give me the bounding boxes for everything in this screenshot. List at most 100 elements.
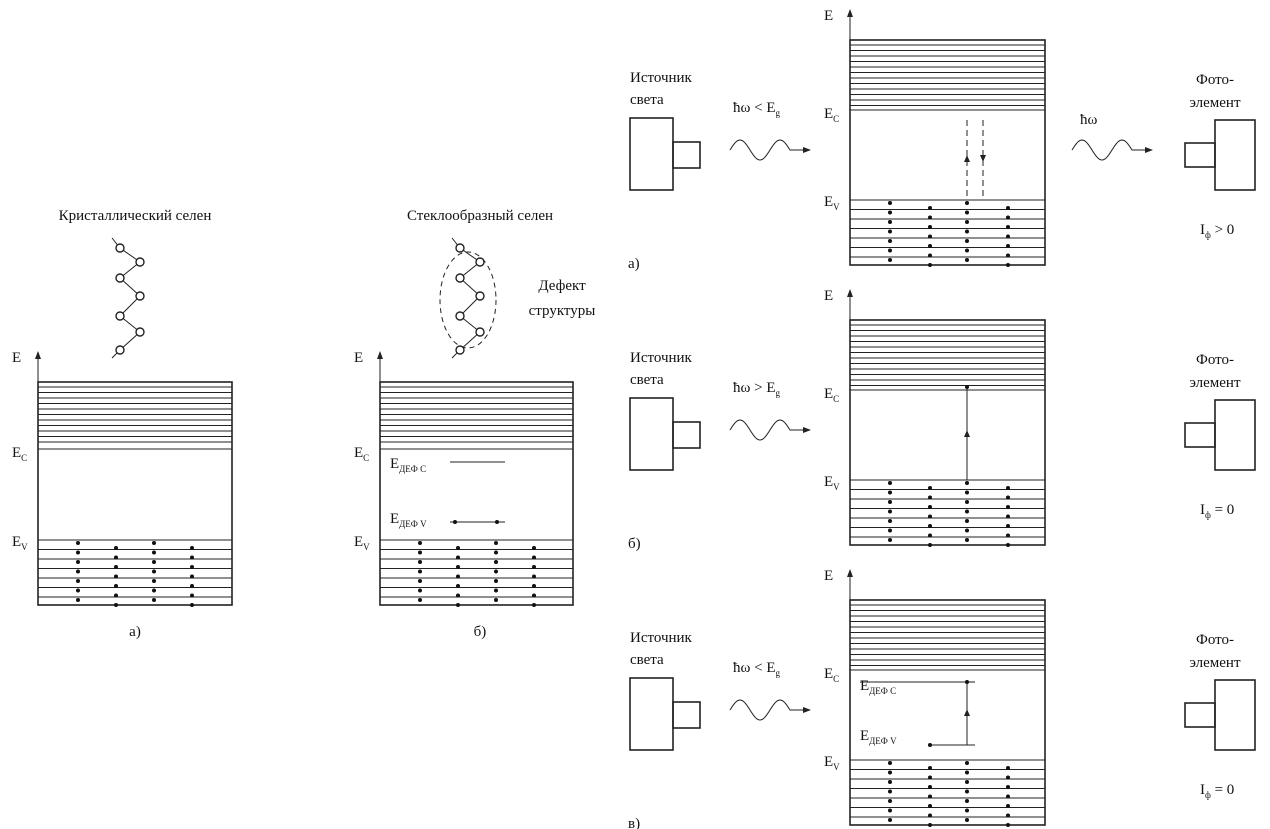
electron — [494, 560, 498, 564]
electron — [888, 809, 892, 813]
electron — [190, 584, 194, 588]
ec-label-main: E — [824, 386, 833, 402]
electron — [888, 481, 892, 485]
electron — [532, 575, 536, 579]
edefv-label-main: E — [860, 728, 869, 744]
panel-title: Стеклообразный селен — [407, 208, 553, 224]
ev-label-sub: V — [833, 482, 840, 492]
electron — [928, 244, 932, 248]
light-source-nozzle — [673, 422, 700, 448]
electron — [494, 541, 498, 545]
ec-label-sub: C — [833, 394, 839, 404]
photon-label-sub: g — [776, 388, 781, 398]
electron — [928, 785, 932, 789]
electron — [152, 560, 156, 564]
electron — [532, 556, 536, 560]
ev-label: EV — [824, 754, 840, 772]
ec-label-main: E — [824, 666, 833, 682]
electron — [456, 603, 460, 607]
electron — [494, 598, 498, 602]
electron — [888, 790, 892, 794]
band-box — [850, 320, 1045, 545]
electron — [456, 575, 460, 579]
electron — [928, 534, 932, 538]
electron — [888, 491, 892, 495]
transmitted-photon — [1072, 140, 1152, 160]
source-label: Источник — [630, 350, 693, 366]
electron — [532, 546, 536, 550]
electron — [965, 249, 969, 253]
ec-label-sub: C — [363, 453, 369, 463]
electron — [888, 500, 892, 504]
electron — [494, 579, 498, 583]
electron — [495, 520, 499, 524]
light-source-nozzle — [673, 702, 700, 728]
ec-label-main: E — [824, 106, 833, 122]
electron — [965, 529, 969, 533]
atom — [116, 274, 124, 282]
electron — [888, 249, 892, 253]
electron — [453, 520, 457, 524]
edefc-label: EДЕФ C — [390, 456, 426, 474]
electron — [928, 823, 932, 827]
electron — [888, 780, 892, 784]
photo-element-window — [1185, 143, 1215, 167]
band-box — [38, 382, 232, 605]
photon-label-sub: g — [776, 668, 781, 678]
electron — [1006, 263, 1010, 267]
electron — [965, 481, 969, 485]
electron — [965, 761, 969, 765]
electron — [1006, 543, 1010, 547]
electron — [532, 565, 536, 569]
electron — [114, 594, 118, 598]
electron — [76, 551, 80, 555]
electron — [888, 818, 892, 822]
electron — [965, 211, 969, 215]
ec-label: EC — [354, 445, 369, 463]
electron — [1006, 785, 1010, 789]
electron — [152, 551, 156, 555]
electron — [965, 510, 969, 514]
electron — [190, 603, 194, 607]
electron — [888, 799, 892, 803]
ev-label-main: E — [824, 474, 833, 490]
electron — [114, 603, 118, 607]
electron — [965, 780, 969, 784]
electron — [928, 486, 932, 490]
detector-label: Фото- — [1196, 632, 1234, 648]
arrow-head — [964, 430, 970, 437]
atom — [116, 244, 124, 252]
electron — [456, 556, 460, 560]
electron — [1006, 244, 1010, 248]
electron — [888, 211, 892, 215]
ev-label-main: E — [12, 534, 21, 550]
axis-label: E — [12, 350, 21, 366]
electron — [152, 541, 156, 545]
electron — [1006, 776, 1010, 780]
electron — [888, 239, 892, 243]
electron — [928, 206, 932, 210]
electron — [1006, 254, 1010, 258]
photo-element — [1215, 120, 1255, 190]
ec-label-main: E — [354, 445, 363, 461]
electron — [965, 491, 969, 495]
ev-label: EV — [824, 194, 840, 212]
electron — [888, 220, 892, 224]
ev-label-main: E — [354, 534, 363, 550]
electron — [494, 589, 498, 593]
electron — [152, 598, 156, 602]
electron — [76, 560, 80, 564]
source-label: Источник — [630, 630, 693, 646]
photo-element — [1215, 680, 1255, 750]
electron — [152, 589, 156, 593]
electron — [888, 771, 892, 775]
ev-label-main: E — [824, 194, 833, 210]
electron — [456, 594, 460, 598]
light-source — [630, 678, 673, 750]
band-box — [380, 382, 573, 605]
atom — [116, 346, 124, 354]
electron — [418, 551, 422, 555]
axis-label: E — [824, 568, 833, 584]
electron — [965, 201, 969, 205]
current-label: Iф > 0 — [1200, 222, 1234, 240]
